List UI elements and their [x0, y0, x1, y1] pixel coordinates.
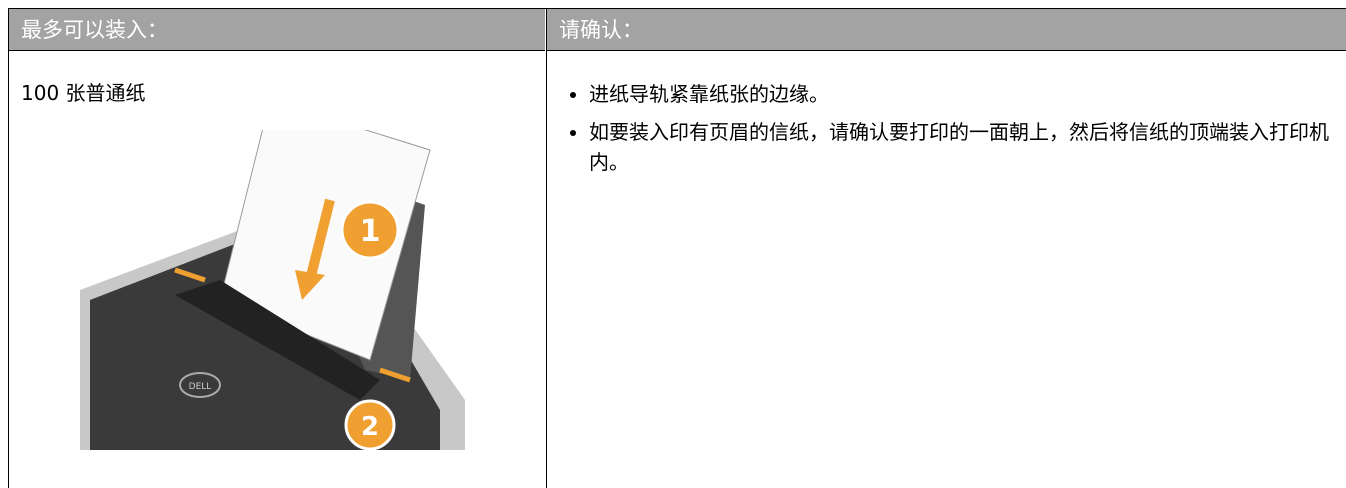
logo: DELL [189, 382, 212, 392]
arrow [305, 198, 335, 282]
arrow-head [295, 270, 325, 300]
paper [219, 130, 431, 361]
bullet-item: 进纸导轨紧靠纸张的边缘。 [589, 79, 1346, 109]
callout-number: 2 [361, 412, 379, 442]
logo-ring [179, 372, 221, 398]
header-cell: 请确认： [547, 9, 1346, 51]
printer-illustration: 1 2 DELL [80, 130, 465, 450]
callout-circle [340, 200, 400, 260]
column-divider [546, 9, 547, 488]
capacity-text: 100 张普通纸 [21, 81, 146, 105]
header-cell: 最多可以装入： [9, 9, 545, 51]
paper-tray [175, 280, 380, 400]
callout-circle [344, 399, 396, 450]
table: 最多可以装入： 请确认： 100 张普通纸 进纸导轨紧靠纸张的边缘。 如要装入印… [8, 8, 1346, 488]
bullet-item: 如要装入印有页眉的信纸，请确认要打印的一面朝上，然后将信纸的顶端装入打印机内。 [589, 117, 1346, 177]
arrow [174, 267, 206, 283]
arrow [379, 367, 411, 383]
callout-number: 1 [360, 214, 381, 249]
bullet-list: 进纸导轨紧靠纸张的边缘。 如要装入印有页眉的信纸，请确认要打印的一面朝上，然后将… [564, 79, 1346, 185]
